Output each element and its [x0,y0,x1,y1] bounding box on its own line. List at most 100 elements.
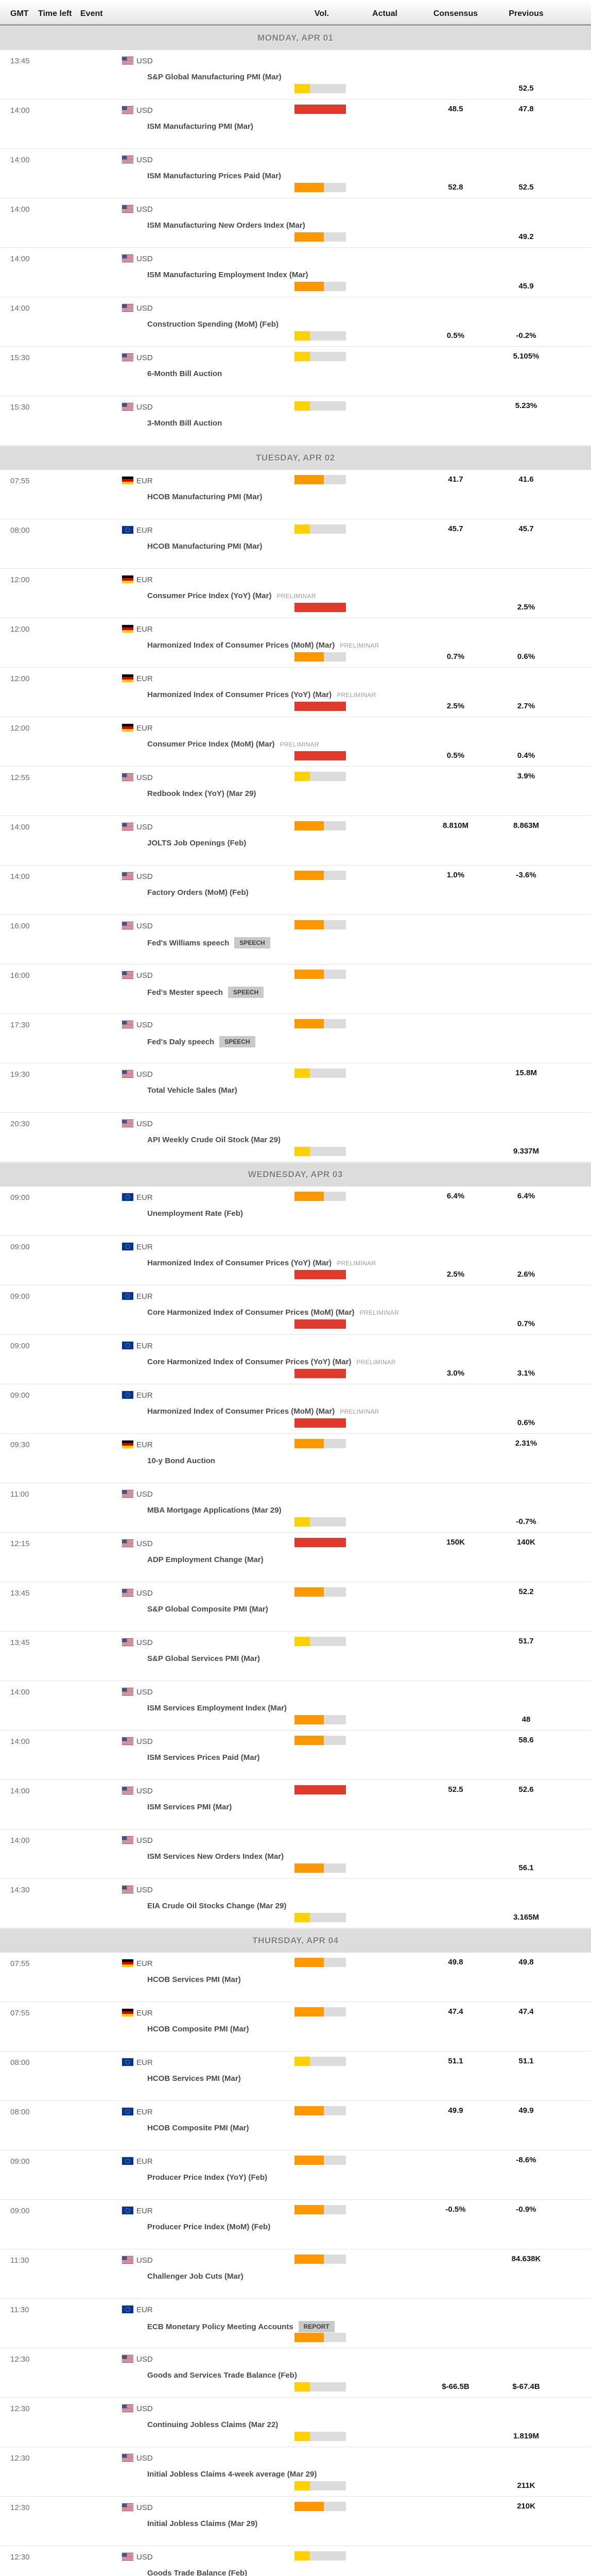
event-name[interactable]: Initial Jobless Claims (Mar 29) [147,2519,258,2528]
event-name[interactable]: S&P Global Services PMI (Mar) [147,1654,260,1663]
event-row[interactable]: 09:00 EUR Core Harmonized Index of Consume… [0,1285,591,1335]
event-row[interactable]: 08:00 EUR HCOB Manufacturing PMI (Mar) 45.7… [0,519,591,569]
event-name[interactable]: Unemployment Rate (Feb) [147,1209,243,1218]
event-name[interactable]: 6-Month Bill Auction [147,369,222,378]
event-row[interactable]: 11:30 USD Challenger Job Cuts (Mar) 84.638K [0,2249,591,2299]
event-row[interactable]: 09:00 EUR Producer Price Index (YoY) (Feb)… [0,2150,591,2200]
event-row[interactable]: 14:00 USD JOLTS Job Openings (Feb) 8.810M 8.… [0,816,591,866]
event-row[interactable]: 14:00 USD ISM Manufacturing New Orders Ind… [0,198,591,248]
event-name[interactable]: Harmonized Index of Consumer Prices (YoY… [147,690,332,699]
event-name[interactable]: 3-Month Bill Auction [147,419,222,428]
event-row[interactable]: 12:00 EUR Harmonized Index of Consumer Pri… [0,668,591,717]
event-name[interactable]: Fed's Williams speech [147,939,230,947]
event-row[interactable]: 09:00 EUR Harmonized Index of Consumer Pri… [0,1384,591,1434]
event-row[interactable]: 08:00 EUR HCOB Services PMI (Mar) 51.1 51.1 [0,2052,591,2101]
event-row[interactable]: 16:00 USD Fed's Williams speech SPEECH [0,915,591,964]
event-row[interactable]: 14:00 USD Factory Orders (MoM) (Feb) 1.0% -3… [0,866,591,915]
event-row[interactable]: 07:55 EUR HCOB Manufacturing PMI (Mar) 41.7… [0,470,591,519]
event-name[interactable]: ISM Services Prices Paid (Mar) [147,1753,260,1762]
event-name[interactable]: HCOB Manufacturing PMI (Mar) [147,493,263,501]
event-name[interactable]: Core Harmonized Index of Consumer Prices… [147,1308,355,1317]
event-name[interactable]: EIA Crude Oil Stocks Change (Mar 29) [147,1902,287,1910]
event-row[interactable]: 14:00 USD ISM Services PMI (Mar) 52.5 52.6 [0,1780,591,1829]
event-name[interactable]: Redbook Index (YoY) (Mar 29) [147,789,256,798]
event-row[interactable]: 12:00 EUR Consumer Price Index (YoY) (Mar)… [0,569,591,618]
event-row[interactable]: 11:30 EUR ECB Monetary Policy Meeting Acco… [0,2299,591,2348]
event-name[interactable]: S&P Global Manufacturing PMI (Mar) [147,73,282,81]
event-row[interactable]: 12:30 USD Goods Trade Balance (Feb) [0,2546,591,2576]
event-name[interactable]: Initial Jobless Claims 4-week average (M… [147,2470,317,2479]
event-row[interactable]: 14:00 USD ISM Manufacturing PMI (Mar) 48.5 4… [0,99,591,149]
event-row[interactable]: 09:30 EUR 10-y Bond Auction 2.31% [0,1434,591,1483]
event-name[interactable]: ISM Services New Orders Index (Mar) [147,1852,284,1861]
event-name[interactable]: Producer Price Index (MoM) (Feb) [147,2223,271,2231]
event-name[interactable]: HCOB Manufacturing PMI (Mar) [147,542,263,551]
event-row[interactable]: 11:00 USD MBA Mortgage Applications (Mar 2… [0,1483,591,1533]
event-name[interactable]: Consumer Price Index (YoY) (Mar) [147,591,272,600]
event-name[interactable]: Harmonized Index of Consumer Prices (MoM… [147,1407,335,1416]
event-row[interactable]: 16:00 USD Fed's Mester speech SPEECH [0,964,591,1014]
event-row[interactable]: 19:30 USD Total Vehicle Sales (Mar) 15.8M [0,1063,591,1113]
event-row[interactable]: 14:00 USD Construction Spending (MoM) (Feb… [0,297,591,347]
event-row[interactable]: 09:00 EUR Unemployment Rate (Feb) 6.4% 6.4% [0,1187,591,1236]
event-name[interactable]: Core Harmonized Index of Consumer Prices… [147,1358,352,1366]
event-row[interactable]: 12:55 USD Redbook Index (YoY) (Mar 29) 3.9% [0,767,591,816]
event-name[interactable]: ADP Employment Change (Mar) [147,1555,264,1564]
event-row[interactable]: 14:00 USD ISM Services Employment Index (M… [0,1681,591,1731]
event-row[interactable]: 17:30 USD Fed's Daly speech SPEECH [0,1014,591,1063]
event-name[interactable]: Total Vehicle Sales (Mar) [147,1086,237,1095]
event-row[interactable]: 09:00 EUR Core Harmonized Index of Consume… [0,1335,591,1384]
event-row[interactable]: 07:55 EUR HCOB Composite PMI (Mar) 47.4 47.4 [0,2002,591,2052]
event-name[interactable]: Fed's Daly speech [147,1038,215,1046]
event-name[interactable]: Fed's Mester speech [147,988,223,997]
event-name[interactable]: Producer Price Index (YoY) (Feb) [147,2173,268,2182]
event-row[interactable]: 14:00 USD ISM Services New Orders Index (M… [0,1829,591,1879]
event-row[interactable]: 12:00 EUR Harmonized Index of Consumer Pri… [0,618,591,668]
event-row[interactable]: 15:30 USD 3-Month Bill Auction 5.23% [0,396,591,446]
event-row[interactable]: 14:00 USD ISM Manufacturing Prices Paid (M… [0,149,591,198]
event-row[interactable]: 20:30 USD API Weekly Crude Oil Stock (Mar … [0,1113,591,1162]
event-row[interactable]: 15:30 USD 6-Month Bill Auction 5.105% [0,347,591,396]
event-name[interactable]: API Weekly Crude Oil Stock (Mar 29) [147,1136,281,1144]
event-row[interactable]: 12:00 EUR Consumer Price Index (MoM) (Mar)… [0,717,591,767]
event-name[interactable]: Consumer Price Index (MoM) (Mar) [147,740,275,749]
event-name[interactable]: HCOB Services PMI (Mar) [147,1975,241,1984]
event-name[interactable]: ISM Services PMI (Mar) [147,1803,232,1811]
event-row[interactable]: 12:30 USD Initial Jobless Claims 4-week av… [0,2447,591,2497]
event-name[interactable]: Continuing Jobless Claims (Mar 22) [147,2420,279,2429]
event-row[interactable]: 12:15 USD ADP Employment Change (Mar) 150K 1… [0,1533,591,1582]
event-row[interactable]: 14:00 USD ISM Manufacturing Employment Ind… [0,248,591,297]
event-name[interactable]: Goods and Services Trade Balance (Feb) [147,2371,297,2380]
event-row[interactable]: 07:55 EUR HCOB Services PMI (Mar) 49.8 49.8 [0,1953,591,2002]
event-name[interactable]: MBA Mortgage Applications (Mar 29) [147,1506,282,1515]
event-row[interactable]: 12:30 USD Initial Jobless Claims (Mar 29) 2… [0,2497,591,2546]
event-name[interactable]: HCOB Composite PMI (Mar) [147,2025,249,2033]
event-row[interactable]: 12:30 USD Continuing Jobless Claims (Mar 2… [0,2398,591,2447]
event-row[interactable]: 13:45 USD S&P Global Composite PMI (Mar) 52… [0,1582,591,1632]
event-row[interactable]: 14:00 USD ISM Services Prices Paid (Mar) 58… [0,1731,591,1780]
event-name[interactable]: Challenger Job Cuts (Mar) [147,2272,244,2281]
event-row[interactable]: 09:00 EUR Harmonized Index of Consumer Pri… [0,1236,591,1285]
event-name[interactable]: Harmonized Index of Consumer Prices (YoY… [147,1259,332,1267]
event-name[interactable]: JOLTS Job Openings (Feb) [147,839,247,848]
event-name[interactable]: Goods Trade Balance (Feb) [147,2569,248,2576]
event-row[interactable]: 09:00 EUR Producer Price Index (MoM) (Feb)… [0,2200,591,2249]
event-name[interactable]: Factory Orders (MoM) (Feb) [147,888,249,897]
event-name[interactable]: ISM Manufacturing Employment Index (Mar) [147,270,308,279]
event-name[interactable]: HCOB Composite PMI (Mar) [147,2124,249,2132]
event-name[interactable]: ISM Manufacturing New Orders Index (Mar) [147,221,305,230]
event-name[interactable]: Construction Spending (MoM) (Feb) [147,320,279,329]
event-row[interactable]: 08:00 EUR HCOB Composite PMI (Mar) 49.9 49.9 [0,2101,591,2150]
event-row[interactable]: 13:45 USD S&P Global Manufacturing PMI (Ma… [0,50,591,99]
event-name[interactable]: Harmonized Index of Consumer Prices (MoM… [147,641,335,650]
event-name[interactable]: ECB Monetary Policy Meeting Accounts [147,2323,293,2331]
event-name[interactable]: ISM Manufacturing PMI (Mar) [147,122,253,131]
event-name[interactable]: HCOB Services PMI (Mar) [147,2074,241,2083]
event-row[interactable]: 14:30 USD EIA Crude Oil Stocks Change (Mar… [0,1879,591,1928]
event-name[interactable]: ISM Services Employment Index (Mar) [147,1704,287,1713]
event-row[interactable]: 13:45 USD S&P Global Services PMI (Mar) 51.… [0,1632,591,1681]
event-row[interactable]: 12:30 USD Goods and Services Trade Balance… [0,2348,591,2398]
event-name[interactable]: S&P Global Composite PMI (Mar) [147,1605,268,1614]
event-name[interactable]: 10-y Bond Auction [147,1456,215,1465]
event-name[interactable]: ISM Manufacturing Prices Paid (Mar) [147,172,282,180]
